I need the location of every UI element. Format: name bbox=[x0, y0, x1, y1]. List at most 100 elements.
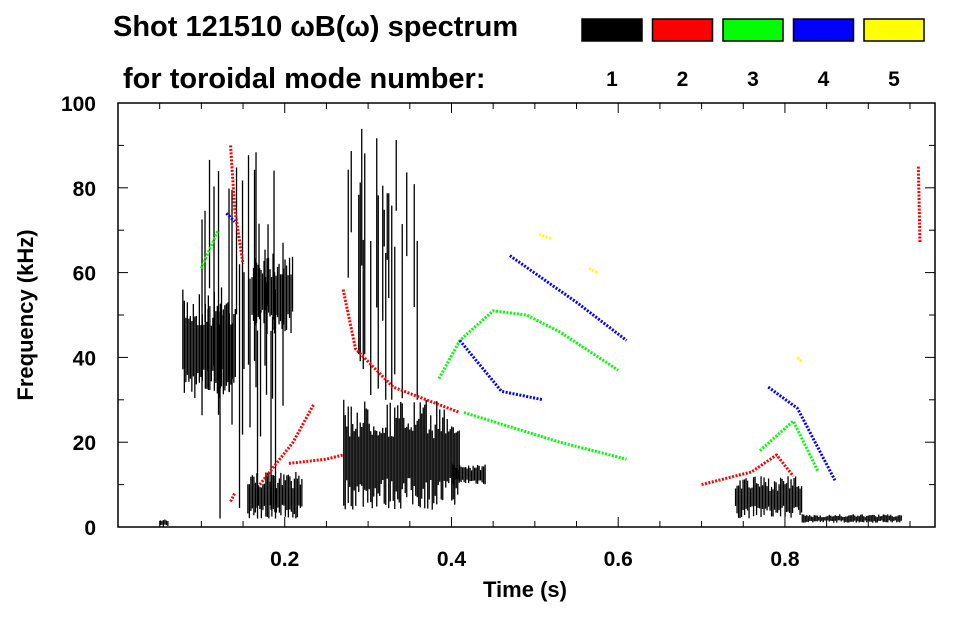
mode-1-streak bbox=[280, 472, 282, 516]
mode-1-streak bbox=[288, 257, 291, 318]
mode-1-streak bbox=[431, 430, 433, 510]
mode-1-streak bbox=[253, 476, 255, 516]
mode-1-streak bbox=[770, 486, 773, 517]
mode-1-streak bbox=[900, 515, 902, 521]
mode-1-streak bbox=[837, 515, 839, 521]
mode-1-streak bbox=[271, 316, 274, 399]
legend-label-2: 2 bbox=[677, 68, 689, 91]
mode-1-streak bbox=[365, 408, 367, 491]
mode-1-patch bbox=[247, 471, 303, 519]
mode-1-streak bbox=[298, 475, 300, 506]
mode-1-streak bbox=[368, 423, 370, 490]
mode-1-streak bbox=[801, 514, 803, 523]
mode-1-streak bbox=[285, 265, 288, 331]
mode-1-streak bbox=[291, 256, 294, 312]
mode-1-streak bbox=[350, 406, 352, 507]
mode-1-streak bbox=[197, 325, 199, 374]
mode-1-streak bbox=[385, 427, 387, 505]
mode-1-streak bbox=[843, 517, 845, 523]
mode-1-streak bbox=[421, 413, 423, 499]
mode-1-streak bbox=[797, 486, 800, 510]
mode-1-streak bbox=[386, 193, 388, 260]
mode-1-streak bbox=[356, 412, 358, 487]
mode-1-streak bbox=[784, 484, 786, 517]
mode-1-streak bbox=[361, 128, 363, 266]
mode-1-streak bbox=[884, 514, 886, 522]
mode-1-streak bbox=[479, 469, 482, 481]
mode-1-streak bbox=[470, 470, 473, 481]
mode-1-streak bbox=[233, 314, 235, 383]
mode-1-streak bbox=[842, 516, 844, 521]
mode-1-streak bbox=[219, 311, 221, 519]
mode-1-streak bbox=[251, 277, 253, 315]
mode-1-streak bbox=[866, 515, 868, 523]
mode-1-streak bbox=[383, 209, 385, 247]
mode-1-streak bbox=[260, 269, 262, 313]
mode-1-streak bbox=[248, 484, 251, 519]
mode-1-streak bbox=[803, 514, 805, 523]
mode-1-streak bbox=[251, 475, 254, 509]
mode-1-streak bbox=[409, 429, 411, 479]
mode-1-streak bbox=[389, 402, 391, 502]
mode-1-streak bbox=[469, 467, 471, 482]
mode-1-streak bbox=[194, 316, 196, 399]
mode-1-streak bbox=[401, 224, 403, 399]
mode-1-streak bbox=[746, 480, 749, 511]
mode-1-streak bbox=[870, 515, 872, 522]
mode-1-streak bbox=[228, 188, 230, 392]
series-mode-2 bbox=[229, 145, 922, 503]
mode-1-streak bbox=[806, 514, 808, 522]
mode-1-streak bbox=[858, 516, 860, 523]
mode-1-streak bbox=[736, 485, 738, 514]
mode-1-streak bbox=[743, 479, 746, 516]
mode-1-streak bbox=[284, 480, 287, 517]
mode-1-streak bbox=[287, 474, 290, 518]
mode-1-streak bbox=[812, 516, 814, 523]
mode-1-streak bbox=[412, 430, 414, 505]
mode-1-streak bbox=[279, 274, 282, 322]
mode-1-streak bbox=[857, 515, 859, 522]
mode-1-streak bbox=[282, 268, 285, 325]
mode-1-streak bbox=[457, 431, 459, 495]
legend-swatch-4 bbox=[792, 18, 855, 42]
mode-1-streak bbox=[875, 516, 877, 523]
mode-1-streak bbox=[278, 263, 280, 325]
mode-1-streak bbox=[749, 488, 752, 507]
chart-title: Shot 121510 ωB(ω) spectrum bbox=[113, 11, 518, 43]
mode-1-streak bbox=[852, 514, 854, 522]
mode-1-streak bbox=[254, 482, 257, 513]
legend-label-4: 4 bbox=[818, 68, 830, 91]
mode-1-streak bbox=[428, 429, 430, 500]
mode-1-streak bbox=[230, 324, 232, 385]
mode-1-streak bbox=[810, 516, 812, 522]
mode-1-streak bbox=[793, 478, 795, 508]
mode-1-streak bbox=[840, 516, 842, 522]
mode-1-streak bbox=[822, 517, 824, 523]
mode-1-streak bbox=[382, 185, 384, 321]
mode-1-streak bbox=[204, 210, 206, 323]
mode-1-streak bbox=[851, 515, 853, 522]
mode-1-streak bbox=[484, 464, 486, 485]
mode-1-streak bbox=[769, 490, 771, 511]
mode-1-streak bbox=[391, 205, 393, 400]
mode-1-streak bbox=[764, 482, 767, 509]
mode-1-streak bbox=[482, 466, 485, 484]
mode-1-streak bbox=[167, 520, 169, 526]
mode-1-streak bbox=[259, 486, 261, 509]
mode-1-streak bbox=[252, 267, 255, 321]
mode-1-streak bbox=[419, 402, 421, 508]
mode-1-streak bbox=[290, 480, 293, 512]
mode-1-streak bbox=[872, 514, 874, 523]
mode-1-streak bbox=[430, 415, 432, 481]
mode-1-patch bbox=[343, 399, 460, 510]
y-tick-label: 40 bbox=[73, 347, 96, 370]
mode-1-streak bbox=[446, 419, 448, 482]
mode-1-streak bbox=[878, 514, 880, 521]
mode-1-streak bbox=[265, 282, 268, 395]
mode-1-streak bbox=[281, 274, 283, 329]
mode-1-streak bbox=[274, 475, 276, 513]
mode-1-streak bbox=[773, 481, 776, 510]
mode-1-streak bbox=[349, 436, 351, 487]
mode-1-streak bbox=[415, 424, 417, 496]
